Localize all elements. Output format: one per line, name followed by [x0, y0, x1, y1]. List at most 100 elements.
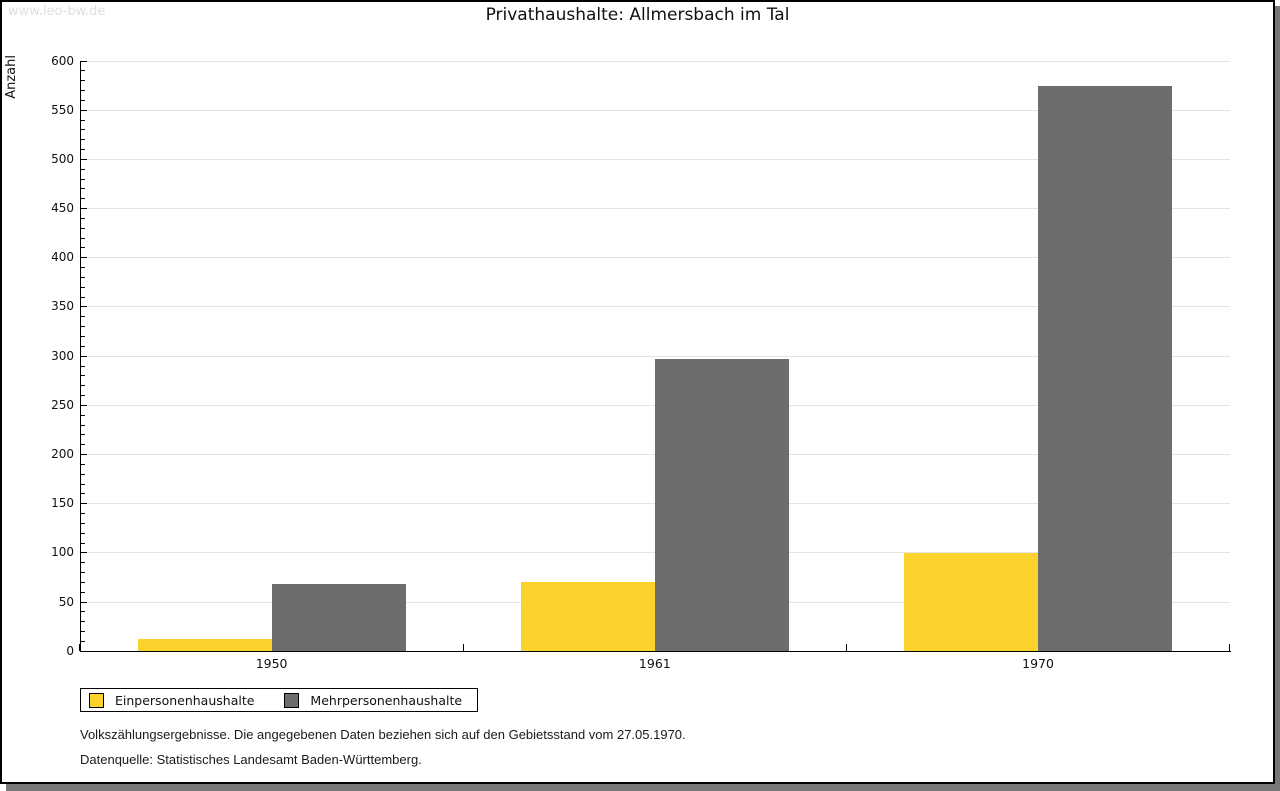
y-tick-label: 500	[51, 151, 74, 166]
y-minor-tick	[81, 129, 85, 131]
y-major-tick	[81, 109, 87, 111]
gridline	[80, 208, 1230, 210]
y-major-tick	[81, 60, 87, 62]
y-minor-tick	[81, 237, 85, 239]
bar-einpersonen-1961	[520, 582, 655, 652]
y-major-tick	[81, 601, 87, 603]
y-minor-tick	[81, 542, 85, 544]
y-minor-tick	[81, 168, 85, 170]
y-major-tick	[81, 208, 87, 210]
y-tick-label: 300	[51, 348, 74, 363]
y-minor-tick	[81, 581, 85, 583]
y-minor-tick	[81, 483, 85, 485]
y-minor-tick	[81, 572, 85, 574]
y-minor-tick	[81, 493, 85, 495]
y-minor-tick	[81, 395, 85, 397]
gridline	[80, 158, 1230, 160]
gridline	[80, 306, 1230, 308]
watermark: www.leo-bw.de	[8, 4, 106, 19]
y-major-tick	[81, 306, 87, 308]
y-minor-tick	[81, 444, 85, 446]
y-minor-tick	[81, 267, 85, 269]
y-minor-tick	[81, 611, 85, 613]
y-minor-tick	[81, 80, 85, 82]
y-minor-tick	[81, 631, 85, 633]
y-minor-tick	[81, 532, 85, 534]
y-tick-label: 250	[51, 397, 74, 412]
y-minor-tick	[81, 414, 85, 416]
chart-title: Privathaushalte: Allmersbach im Tal	[485, 5, 790, 25]
legend-label: Einpersonenhaushalte	[115, 692, 255, 708]
y-minor-tick	[81, 513, 85, 515]
y-tick-label: 450	[51, 201, 74, 216]
y-tick-label: 350	[51, 299, 74, 314]
drop-shadow-bottom	[6, 784, 1280, 791]
y-minor-tick	[81, 591, 85, 593]
y-minor-tick	[81, 99, 85, 101]
bar-einpersonen-1950	[137, 638, 272, 652]
y-minor-tick	[81, 375, 85, 377]
y-major-tick	[81, 158, 87, 160]
y-tick-label: 50	[58, 594, 74, 609]
y-minor-tick	[81, 424, 85, 426]
y-minor-tick	[81, 562, 85, 564]
gridline	[80, 60, 1230, 62]
x-tick	[79, 644, 81, 652]
x-axis-line	[80, 650, 1232, 653]
bar-mehrpersonen-1950	[271, 584, 406, 652]
y-major-tick	[81, 650, 87, 652]
y-minor-tick	[81, 522, 85, 524]
y-minor-tick	[81, 149, 85, 151]
x-tick-label-1961: 1961	[638, 656, 671, 672]
y-minor-tick	[81, 296, 85, 298]
y-minor-tick	[81, 90, 85, 92]
y-major-tick	[81, 503, 87, 505]
y-minor-tick	[81, 326, 85, 328]
drop-shadow-right	[1275, 6, 1280, 791]
y-major-tick	[81, 257, 87, 259]
y-tick-label: 0	[66, 643, 74, 658]
y-major-tick	[81, 404, 87, 406]
y-tick-label: 150	[51, 496, 74, 511]
y-minor-tick	[81, 385, 85, 387]
y-minor-tick	[81, 276, 85, 278]
y-minor-tick	[81, 286, 85, 288]
y-minor-tick	[81, 434, 85, 436]
y-major-tick	[81, 454, 87, 456]
y-major-tick	[81, 552, 87, 554]
legend-item: Einpersonenhaushalte	[89, 692, 255, 708]
y-minor-tick	[81, 335, 85, 337]
y-minor-tick	[81, 463, 85, 465]
y-minor-tick	[81, 178, 85, 180]
y-minor-tick	[81, 247, 85, 249]
y-minor-tick	[81, 188, 85, 190]
y-minor-tick	[81, 139, 85, 141]
legend: Einpersonenhaushalte Mehrpersonenhaushalt…	[80, 688, 478, 712]
y-minor-tick	[81, 198, 85, 200]
y-minor-tick	[81, 119, 85, 121]
y-minor-tick	[81, 227, 85, 229]
y-tick-label: 550	[51, 102, 74, 117]
y-tick-label: 600	[51, 53, 74, 68]
y-major-tick	[81, 355, 87, 357]
footer-note: Volkszählungsergebnisse. Die angegebenen…	[80, 727, 686, 742]
y-minor-tick	[81, 345, 85, 347]
y-tick-label: 200	[51, 447, 74, 462]
bar-einpersonen-1970	[904, 552, 1039, 652]
bar-mehrpersonen-1970	[1038, 85, 1173, 652]
legend-swatch	[89, 692, 104, 708]
x-tick-label-1950: 1950	[255, 656, 288, 672]
y-tick-label: 100	[51, 545, 74, 560]
gridline	[80, 257, 1230, 259]
y-minor-tick	[81, 365, 85, 367]
x-tick-label-1970: 1970	[1022, 656, 1054, 672]
x-tick	[1228, 644, 1231, 652]
y-minor-tick	[81, 217, 85, 219]
y-minor-tick	[81, 640, 85, 642]
gridline	[80, 355, 1230, 357]
legend-item: Mehrpersonenhaushalte	[284, 692, 462, 708]
y-minor-tick	[81, 316, 85, 318]
gridline	[80, 109, 1230, 111]
